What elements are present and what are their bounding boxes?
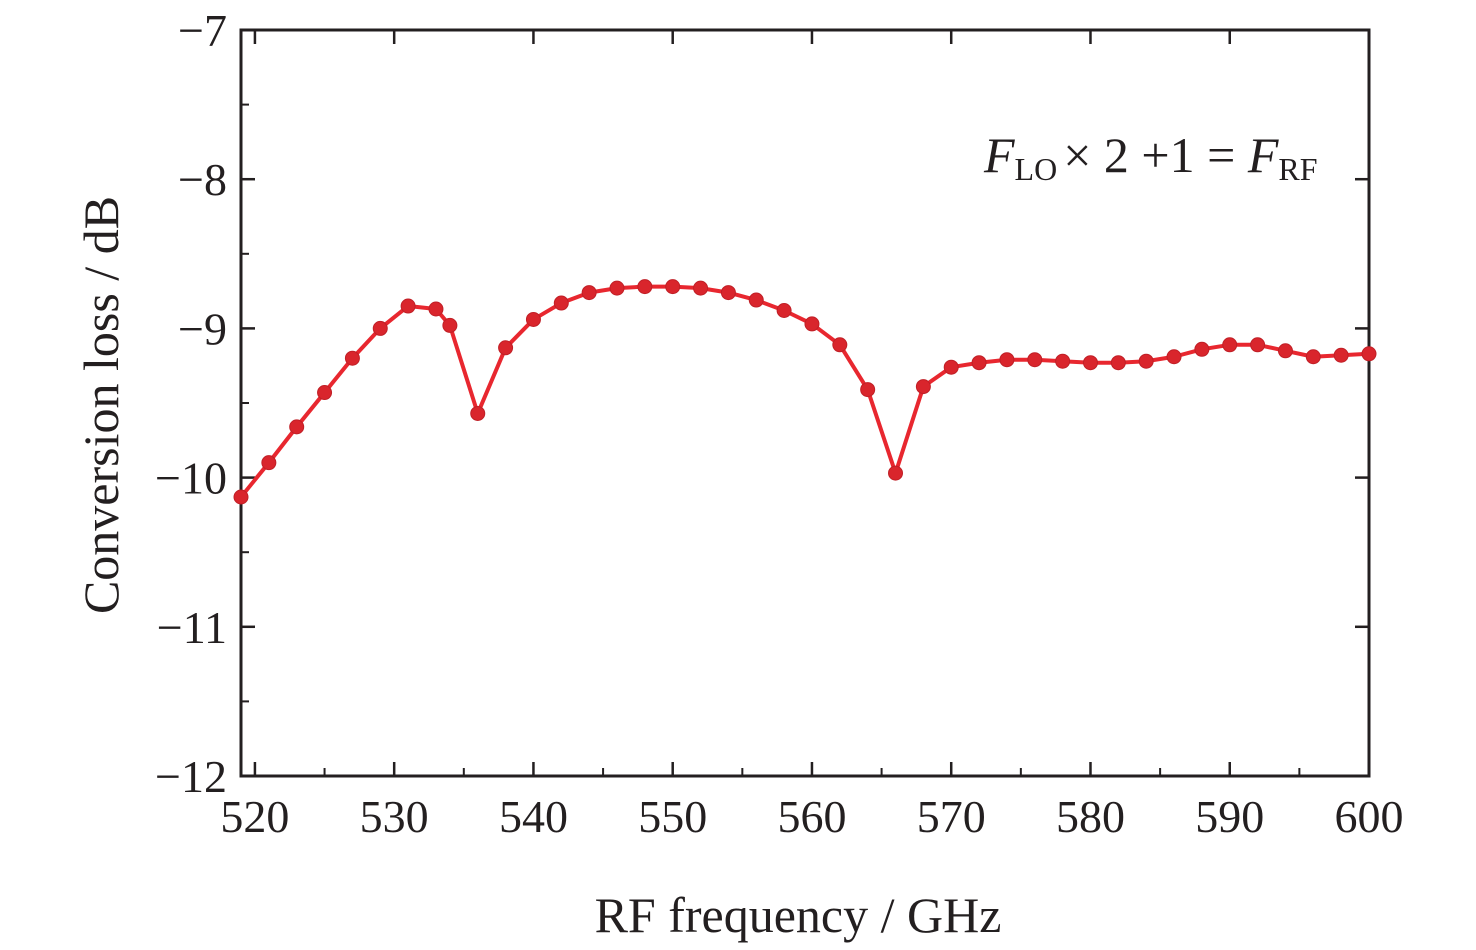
- x-tick-label: 590: [1195, 791, 1264, 842]
- data-point: [609, 280, 625, 296]
- data-point: [1222, 337, 1238, 353]
- x-tick-label: 550: [638, 791, 707, 842]
- data-point: [665, 279, 681, 295]
- x-tick-label: 560: [777, 791, 846, 842]
- data-point: [888, 465, 904, 481]
- data-point: [971, 355, 987, 371]
- data-point: [1055, 353, 1071, 369]
- data-point: [1333, 347, 1349, 363]
- series-layer: [233, 279, 1377, 505]
- data-point: [720, 285, 736, 301]
- data-point: [1194, 341, 1210, 357]
- data-point: [1110, 355, 1126, 371]
- data-point: [1250, 337, 1266, 353]
- data-point: [289, 419, 305, 435]
- data-point: [915, 379, 931, 395]
- data-point: [1166, 349, 1182, 365]
- y-tick-label: −12: [155, 751, 227, 802]
- data-point: [860, 382, 876, 398]
- data-point: [832, 337, 848, 353]
- data-point: [581, 285, 597, 301]
- x-axis-title: RF frequency / GHz: [595, 887, 1002, 943]
- data-point: [344, 350, 360, 366]
- y-axis-title: Conversion loss / dB: [73, 196, 129, 614]
- data-point: [442, 317, 458, 333]
- data-point: [999, 352, 1015, 368]
- data-point: [498, 340, 514, 356]
- y-tick-label: −11: [157, 602, 227, 653]
- formula-annotation: FLO × 2 +1 = FRF: [983, 127, 1318, 187]
- formula-middle: × 2 +1 =: [1063, 127, 1248, 183]
- x-tick-label: 540: [499, 791, 568, 842]
- data-point: [804, 316, 820, 332]
- data-point: [400, 298, 416, 314]
- data-point: [1277, 343, 1293, 359]
- data-point: [1082, 355, 1098, 371]
- data-point: [317, 385, 333, 401]
- data-point: [748, 292, 764, 308]
- y-tick-label: −8: [178, 154, 227, 205]
- data-point: [428, 301, 444, 317]
- formula-f-lo: F: [983, 127, 1015, 183]
- data-point: [776, 302, 792, 318]
- x-tick-label: 580: [1056, 791, 1125, 842]
- x-tick-label: 520: [220, 791, 289, 842]
- y-axis: −7 −8 −9 −10 −11 −12: [155, 5, 1369, 802]
- formula-sub-lo: LO: [1015, 151, 1058, 187]
- x-tick-label: 530: [360, 791, 429, 842]
- data-point: [693, 280, 709, 296]
- y-tick-label: −10: [155, 453, 227, 504]
- data-point: [1138, 353, 1154, 369]
- formula-sub-rf: RF: [1278, 151, 1317, 187]
- data-point: [372, 320, 388, 336]
- data-point: [637, 279, 653, 295]
- series-line: [239, 284, 1370, 499]
- formula-f-rf: F: [1247, 127, 1279, 183]
- data-point: [525, 311, 541, 327]
- data-point: [261, 455, 277, 471]
- data-point: [553, 295, 569, 311]
- data-point: [1027, 352, 1043, 368]
- y-tick-label: −9: [178, 303, 227, 354]
- data-point: [1361, 346, 1377, 362]
- x-tick-label: 570: [917, 791, 986, 842]
- x-axis: 520 530 540 550 560 570 580 590 600: [220, 30, 1404, 842]
- y-tick-label: −7: [178, 5, 227, 56]
- x-tick-label: 600: [1335, 791, 1404, 842]
- data-point: [470, 405, 486, 421]
- data-point: [943, 359, 959, 375]
- data-point: [1305, 349, 1321, 365]
- data-point: [233, 489, 249, 505]
